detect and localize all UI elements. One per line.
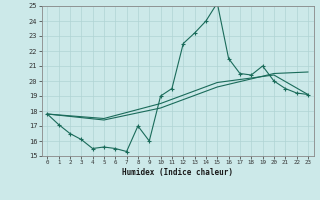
X-axis label: Humidex (Indice chaleur): Humidex (Indice chaleur) [122, 168, 233, 177]
